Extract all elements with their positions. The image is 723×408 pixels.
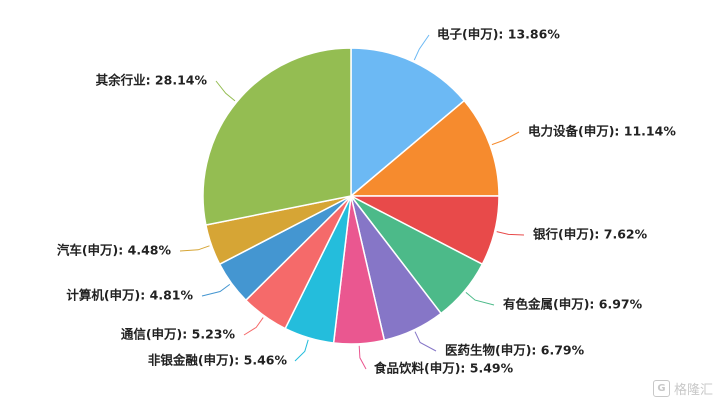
slice-label: 电力设备(申万): 11.14% — [528, 124, 676, 139]
leader-line — [491, 131, 520, 146]
labels-group: 电子(申万): 13.86% 电力设备(申万): 11.14% 银行(申万): 7.… — [57, 27, 676, 376]
leader-line — [179, 245, 210, 252]
slices-group — [202, 47, 500, 345]
slice-label: 银行(申万): 7.62% — [533, 227, 648, 242]
slice-label: 食品饮料(申万): 5.49% — [373, 361, 514, 376]
leader-line — [294, 339, 309, 362]
slice-label: 汽车(申万): 4.48% — [57, 243, 172, 258]
leader-line — [496, 231, 525, 236]
slice-label: 有色金属(申万): 6.97% — [503, 297, 643, 312]
slice-label: 计算机(申万): 4.81% — [66, 288, 193, 303]
pie-slice[interactable] — [350, 47, 466, 198]
slice-label: 电子(申万): 13.86% — [437, 27, 560, 42]
leader-line — [358, 345, 367, 370]
pie-slice[interactable] — [202, 47, 352, 226]
leader-line — [215, 80, 236, 102]
leader-lines-group — [179, 34, 525, 370]
leader-line — [414, 331, 437, 352]
slice-label: 其余行业: 28.14% — [96, 73, 208, 88]
leader-line — [413, 34, 430, 61]
slice-label: 医药生物(申万): 6.79% — [445, 343, 585, 358]
watermark: G 格隆汇 — [652, 379, 713, 398]
slice-label: 通信(申万): 5.23% — [121, 327, 236, 342]
g-logo-icon: G — [652, 380, 670, 397]
leader-line — [201, 283, 231, 297]
leader-line — [243, 317, 264, 336]
pie-slice[interactable] — [348, 99, 500, 197]
watermark-text: 格隆汇 — [673, 383, 713, 398]
leader-line — [465, 292, 495, 306]
slice-label: 非银金融(申万): 5.46% — [148, 353, 288, 368]
